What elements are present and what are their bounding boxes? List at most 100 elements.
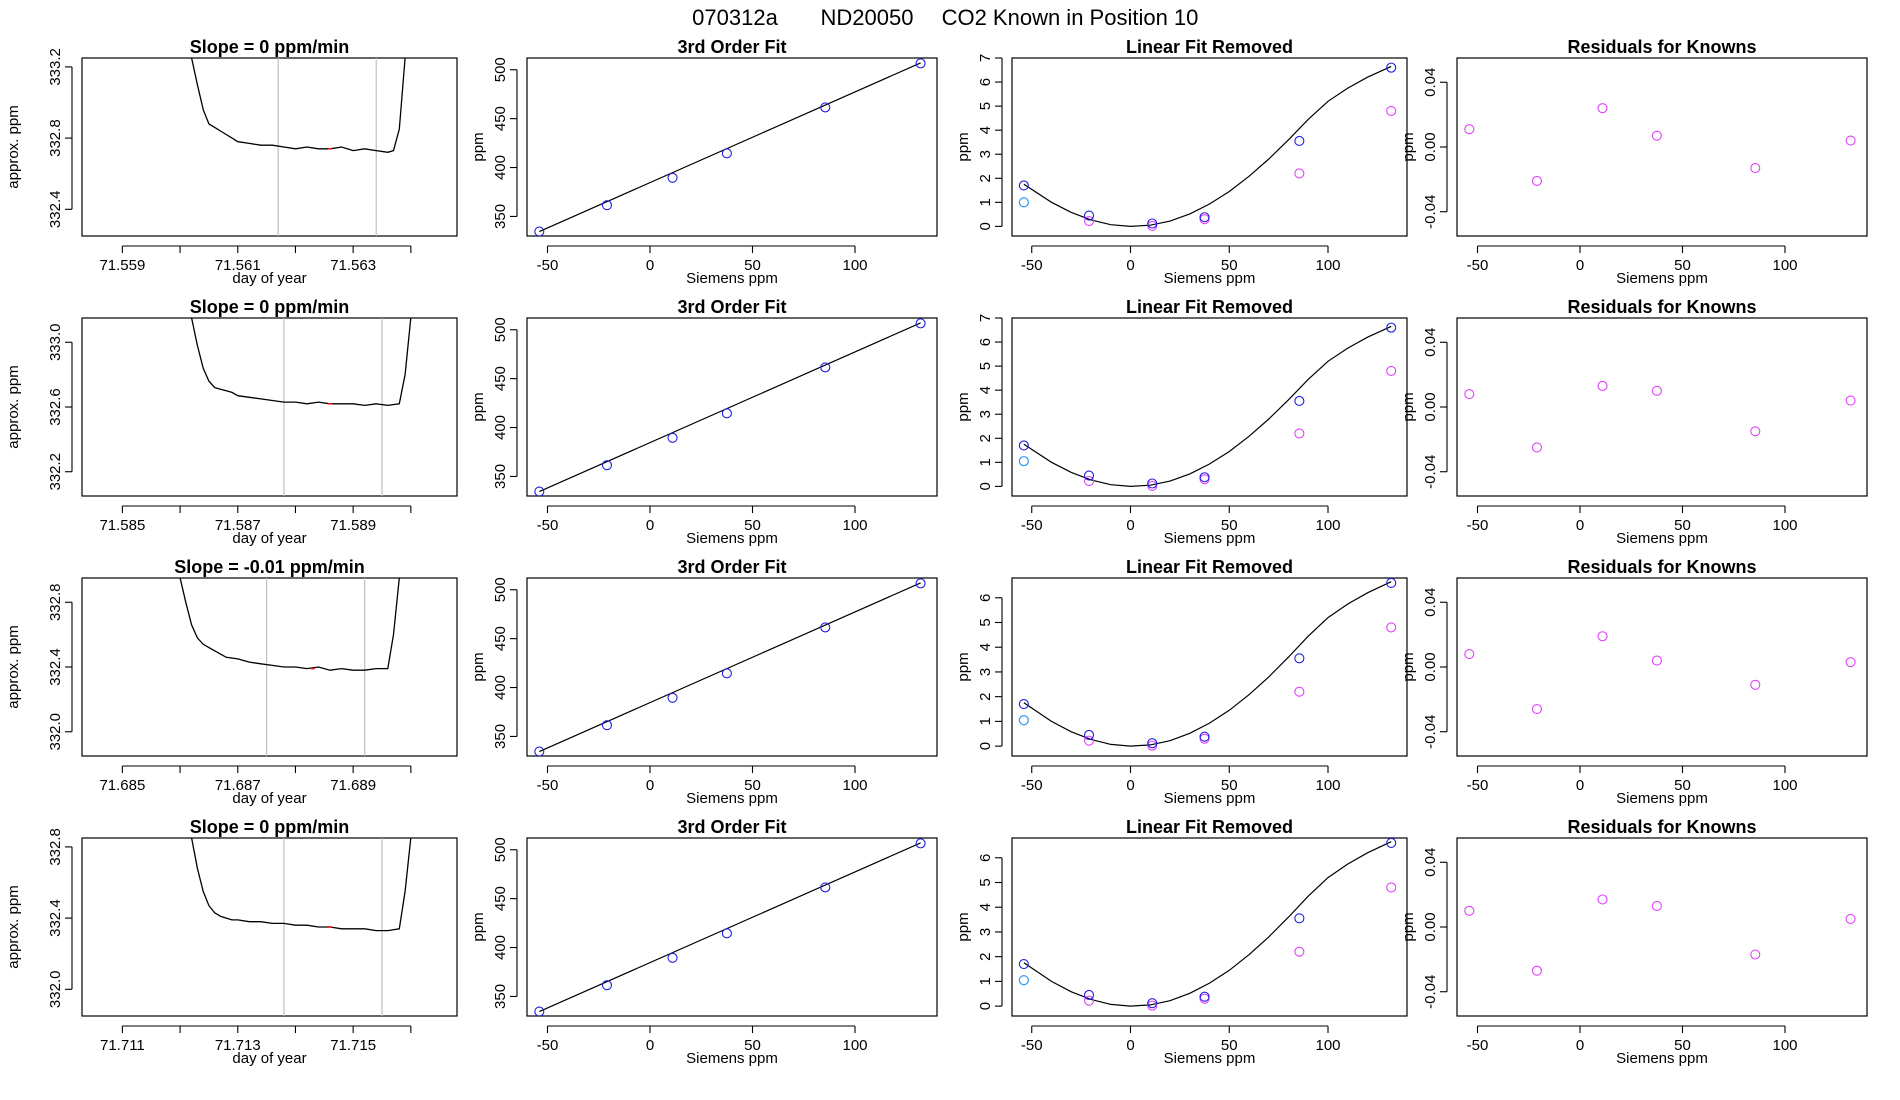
y-tick-label: 350 xyxy=(492,984,509,1009)
residual-linear-point xyxy=(1386,105,1397,116)
x-tick-label: 100 xyxy=(1315,517,1340,534)
y-tick-label: 333.2 xyxy=(47,48,64,86)
plot-area xyxy=(534,838,926,1016)
residual-linear-point xyxy=(1199,214,1210,225)
plot-area xyxy=(534,318,926,496)
x-tick-label: 0 xyxy=(646,777,654,794)
y-axis-label: ppm xyxy=(1400,652,1417,681)
y-tick-label: 400 xyxy=(492,675,509,700)
y-tick-label: 332.8 xyxy=(47,119,64,157)
panel-r1c3: Residuals for Knowns -50 0 50 100 Siemens ppm… xyxy=(1400,297,1868,547)
curve-point xyxy=(1199,731,1210,742)
fit-curve xyxy=(1023,841,1392,1007)
residual-linear-point xyxy=(1294,946,1305,957)
panel-r1c0: Slope = 0 ppm/min 71.585 71.587 71.589 day o… xyxy=(5,297,458,547)
fit-point xyxy=(534,1006,545,1016)
y-tick-label: 332.4 xyxy=(47,191,64,229)
x-axis-label: Siemens ppm xyxy=(686,270,778,287)
curve-point xyxy=(1147,998,1158,1009)
plot-frame xyxy=(1011,57,1408,237)
y-axis-label: ppm xyxy=(470,652,487,681)
residual-linear-point xyxy=(1294,168,1305,179)
plot-area xyxy=(1018,322,1397,491)
x-axis-label: Siemens ppm xyxy=(1616,1050,1708,1067)
curve-point xyxy=(1294,653,1305,664)
main-title-run: 070312a xyxy=(692,5,778,30)
x-tick-label: 71.587 xyxy=(215,517,261,534)
x-tick-label: -50 xyxy=(537,517,559,534)
y-tick-label: -0.04 xyxy=(1422,195,1439,229)
residual-point xyxy=(1531,442,1542,453)
residual-point xyxy=(1651,130,1662,141)
x-tick-label: 100 xyxy=(842,517,867,534)
residual-linear-point xyxy=(1386,622,1397,633)
fit-point xyxy=(534,746,545,756)
x-tick-label: 0 xyxy=(1126,777,1134,794)
y-tick-label: 332.0 xyxy=(47,713,64,751)
ppm-trace-line xyxy=(190,838,412,932)
fit-line xyxy=(539,322,921,493)
plot-frame xyxy=(526,317,938,497)
plot-area xyxy=(1018,62,1397,231)
y-tick-label: 0.00 xyxy=(1422,392,1439,421)
fit-point xyxy=(601,200,613,211)
x-tick-label: -50 xyxy=(1467,257,1489,274)
y-tick-label: 3 xyxy=(977,410,994,418)
panel-r2c0: Slope = -0.01 ppm/min 71.685 71.687 71.689 d… xyxy=(5,557,458,807)
x-tick-label: 50 xyxy=(1674,257,1691,274)
x-tick-label: 71.689 xyxy=(330,777,376,794)
y-axis-label: approx. ppm xyxy=(5,885,22,968)
y-tick-label: 1 xyxy=(977,458,994,466)
x-tick-label: 100 xyxy=(842,1037,867,1054)
fit-point xyxy=(534,226,545,236)
residual-point xyxy=(1845,395,1856,406)
panel-title: 3rd Order Fit xyxy=(677,817,786,837)
plot-area xyxy=(1464,894,1856,976)
y-tick-label: 5 xyxy=(977,878,994,886)
fit-point xyxy=(820,362,831,373)
y-tick-label: 4 xyxy=(977,386,994,394)
curve-point xyxy=(1018,959,1029,970)
y-tick-label: 0.00 xyxy=(1422,132,1439,161)
y-tick-label: 2 xyxy=(977,174,994,182)
plot-area xyxy=(1464,380,1856,453)
y-tick-label: 2 xyxy=(977,434,994,442)
x-tick-label: 50 xyxy=(744,1037,761,1054)
residual-linear-point xyxy=(1083,216,1095,227)
residual-point xyxy=(1531,175,1542,187)
x-tick-label: 71.685 xyxy=(99,777,145,794)
panel-r1c1: 3rd Order Fit -50 0 50 100 Siemens ppm 350 400 4… xyxy=(470,297,938,547)
x-tick-label: 71.589 xyxy=(330,517,376,534)
residual-linear-point xyxy=(1147,220,1158,231)
residual-linear-point xyxy=(1083,476,1095,487)
fit-point xyxy=(667,692,678,703)
y-tick-label: 0.04 xyxy=(1422,588,1439,617)
x-axis-label: Siemens ppm xyxy=(1164,790,1256,807)
curve-point xyxy=(1294,135,1305,147)
curve-point xyxy=(1294,395,1305,407)
curve-point xyxy=(1386,578,1397,588)
fit-point xyxy=(820,102,831,113)
panel-r2c3: Residuals for Knowns -50 0 50 100 Siemens ppm… xyxy=(1400,557,1868,807)
curve-point xyxy=(1018,180,1029,191)
y-tick-label: -0.04 xyxy=(1422,975,1439,1009)
x-tick-label: 50 xyxy=(1674,517,1691,534)
y-tick-label: 4 xyxy=(977,126,994,134)
panel-title: Linear Fit Removed xyxy=(1126,817,1293,837)
y-tick-label: -0.04 xyxy=(1422,455,1439,489)
plot-area xyxy=(1018,578,1397,751)
plot-area xyxy=(1464,631,1856,715)
y-tick-label: 332.4 xyxy=(47,648,64,686)
curve-point xyxy=(1018,440,1029,451)
y-tick-label: 332.0 xyxy=(47,971,64,1009)
residual-point xyxy=(1651,655,1662,666)
panel-title: Slope = 0 ppm/min xyxy=(190,37,350,57)
y-tick-label: 332.6 xyxy=(47,388,64,426)
x-tick-label: 0 xyxy=(1576,777,1584,794)
x-tick-label: 71.585 xyxy=(99,517,145,534)
residual-linear-point xyxy=(1147,480,1158,491)
panel-title: Residuals for Knowns xyxy=(1567,557,1756,577)
panel-r2c2: Linear Fit Removed -50 0 50 100 Siemens ppm 0 1… xyxy=(955,557,1408,807)
residual-point xyxy=(1845,657,1856,668)
